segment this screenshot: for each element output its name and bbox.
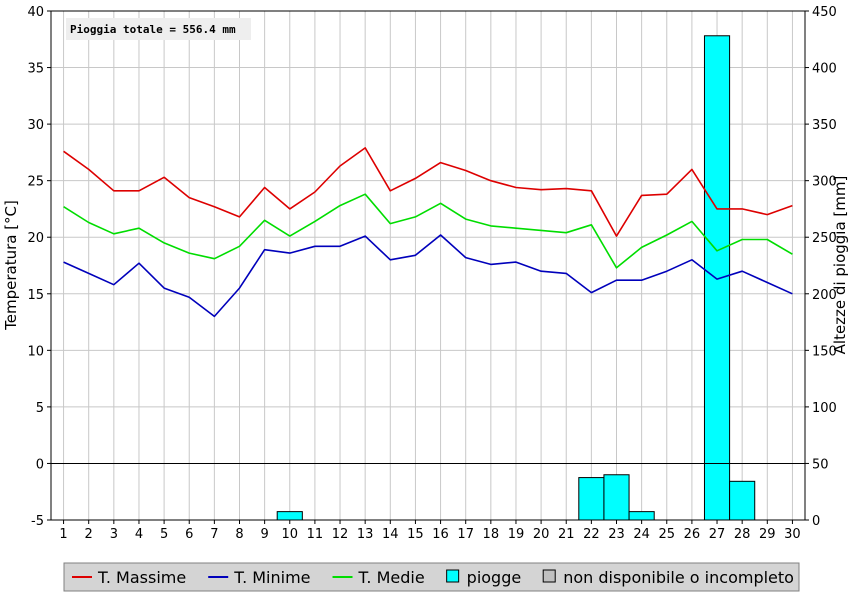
x-tick-label: 20: [533, 527, 550, 542]
rain-bar-day-27: [703, 35, 731, 521]
x-tick-label: 6: [185, 527, 193, 542]
x-tick-label: 4: [135, 527, 143, 542]
annotation-box: [66, 18, 251, 40]
left-tick-label: -5: [31, 514, 44, 529]
x-tick-label: 14: [382, 527, 399, 542]
right-tick-label: 450: [812, 5, 837, 20]
right-tick-label: 200: [812, 288, 837, 303]
line-t-minime: [63, 234, 793, 318]
x-tick-label: 29: [759, 527, 776, 542]
right-tick-label: 0: [812, 514, 820, 529]
x-tick-label: 3: [110, 527, 118, 542]
x-tick-label: 28: [734, 527, 751, 542]
x-tick-label: 7: [210, 527, 218, 542]
x-tick-label: 9: [260, 527, 268, 542]
right-tick-label: 400: [812, 62, 837, 77]
total-rain-annotation: Pioggia totale = 556.4 mm: [66, 18, 251, 40]
x-tick-label: 16: [432, 527, 449, 542]
legend-label-unavailable: non disponibile o incompleto: [563, 568, 794, 587]
left-tick-label: 35: [27, 62, 44, 77]
legend: T. Massime T. Minime T. Medie piogge non dis…: [63, 562, 800, 592]
legend-box: [63, 562, 800, 592]
rain-bar-day-10: [276, 511, 303, 521]
annotation-text: Pioggia totale = 556.4 mm: [70, 23, 236, 36]
temperature-lines: [63, 147, 793, 318]
x-axis-ticks: 1 2 3 4 5 6 7 8 9 10 11 12 13 14 15 16 17 18 19 20 21 22 23 24 2…: [59, 520, 801, 542]
x-tick-label: 10: [281, 527, 298, 542]
line-t-medie: [63, 193, 793, 269]
left-tick-label: 30: [27, 118, 44, 133]
right-tick-label: 100: [812, 401, 837, 416]
x-tick-label: 2: [85, 527, 93, 542]
left-axis-ticks: -5 0 5 10 15 20 25 30 35 40: [27, 5, 51, 529]
x-tick-label: 1: [59, 527, 67, 542]
x-tick-label: 5: [160, 527, 168, 542]
x-tick-label: 19: [508, 527, 525, 542]
rain-bar-day-22: [578, 477, 605, 521]
legend-label-t-medie: T. Medie: [358, 568, 425, 587]
x-tick-label: 18: [483, 527, 500, 542]
legend-swatch-piogge: [446, 569, 460, 583]
right-tick-label: 300: [812, 175, 837, 190]
grid: [51, 10, 805, 521]
left-tick-label: 0: [36, 457, 44, 472]
rain-bars: [276, 35, 756, 521]
x-tick-label: 25: [658, 527, 675, 542]
rain-bar-day-23: [603, 474, 630, 521]
left-tick-label: 25: [27, 175, 44, 190]
left-tick-label: 40: [27, 5, 44, 20]
plot-frame: [50, 10, 806, 521]
left-tick-label: 20: [27, 231, 44, 246]
left-tick-label: 10: [27, 344, 44, 359]
x-tick-label: 24: [633, 527, 650, 542]
right-tick-label: 350: [812, 118, 837, 133]
left-axis-title: Temperatura [°C]: [2, 200, 20, 331]
line-t-massime: [63, 147, 793, 237]
x-tick-label: 26: [684, 527, 701, 542]
left-tick-label: 5: [36, 401, 44, 416]
right-tick-label: 50: [812, 457, 829, 472]
x-tick-label: 21: [558, 527, 575, 542]
right-tick-label: 250: [812, 231, 837, 246]
rain-bar-day-24: [628, 511, 655, 521]
x-tick-label: 17: [457, 527, 474, 542]
x-tick-label: 12: [332, 527, 349, 542]
legend-label-t-massime: T. Massime: [97, 568, 186, 587]
left-tick-label: 15: [27, 288, 44, 303]
x-tick-label: 13: [357, 527, 374, 542]
right-axis-title: Altezze di pioggia [mm]: [831, 176, 849, 355]
x-tick-label: 22: [583, 527, 600, 542]
x-tick-label: 27: [709, 527, 726, 542]
right-axis-ticks: 0 50 100 150 200 250 300 350 400 450: [805, 5, 837, 529]
legend-label-t-minime: T. Minime: [233, 568, 310, 587]
x-tick-label: 23: [608, 527, 625, 542]
legend-swatch-unavailable: [542, 569, 556, 583]
x-tick-label: 15: [407, 527, 424, 542]
x-tick-label: 11: [307, 527, 324, 542]
legend-label-piogge: piogge: [467, 568, 522, 587]
x-tick-label: 8: [235, 527, 243, 542]
right-tick-label: 150: [812, 344, 837, 359]
x-tick-label: 30: [784, 527, 801, 542]
rain-bar-day-28: [729, 480, 756, 521]
